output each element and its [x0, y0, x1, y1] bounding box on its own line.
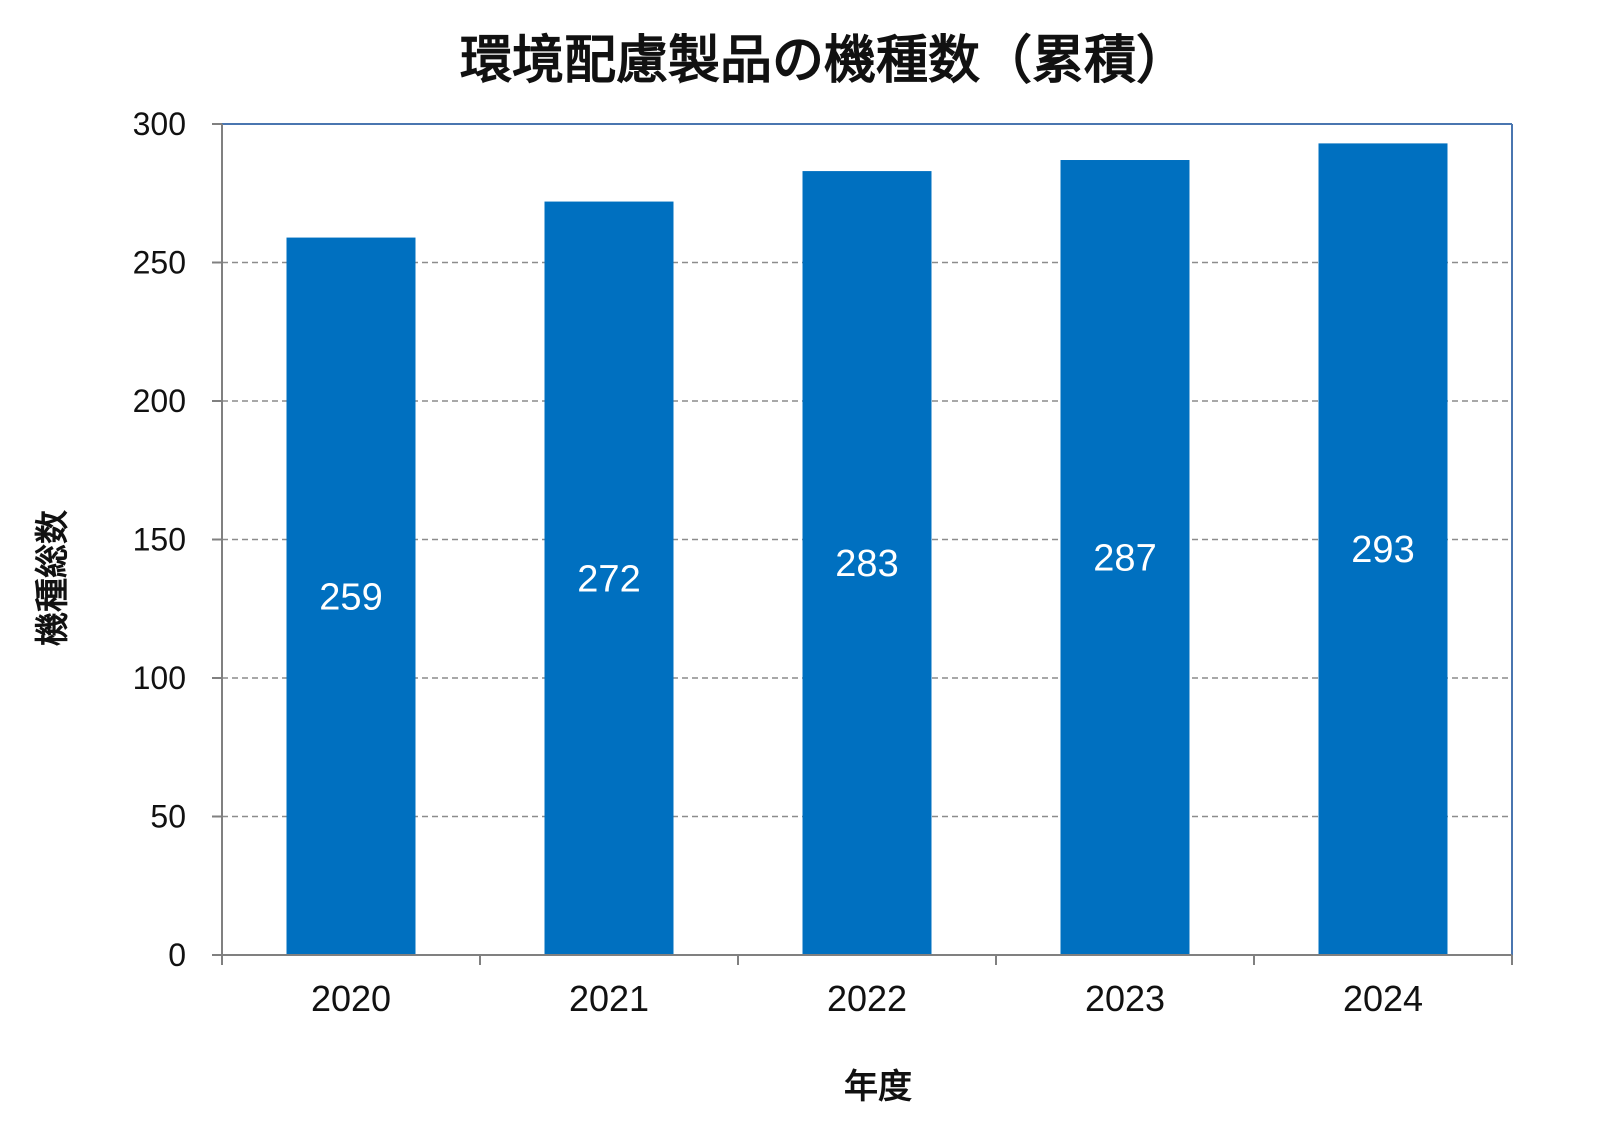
data-label: 259 — [319, 576, 382, 618]
data-label: 287 — [1093, 538, 1156, 580]
x-tick-label: 2023 — [1085, 978, 1165, 1019]
bar — [544, 201, 674, 955]
bar — [1318, 143, 1448, 955]
y-tick-label: 100 — [133, 660, 186, 696]
x-tick-label: 2021 — [569, 978, 649, 1019]
data-label: 283 — [835, 543, 898, 585]
chart-title: 環境配慮製品の機種数（累積） — [460, 31, 1188, 91]
x-tick-label: 2022 — [827, 978, 907, 1019]
y-axis-title: 機種総数 — [33, 510, 73, 646]
bar — [802, 171, 932, 956]
bar — [1060, 160, 1190, 955]
axes — [212, 123, 1513, 965]
y-tick-label: 300 — [133, 106, 186, 142]
y-tick-label: 250 — [133, 245, 186, 281]
data-label: 293 — [1351, 529, 1414, 571]
labels: 0 50 100 150 200 250 300 259 2020 272 2021 283 2022 2… — [133, 106, 1423, 1019]
y-tick-label: 0 — [168, 937, 186, 973]
y-tick-label: 50 — [150, 799, 186, 835]
y-tick-label: 150 — [133, 522, 186, 558]
x-axis-title: 年度 — [844, 1067, 912, 1107]
x-tick-label: 2024 — [1343, 978, 1423, 1019]
data-label: 272 — [577, 558, 640, 600]
x-tick-label: 2020 — [311, 978, 391, 1019]
bars — [286, 143, 1448, 956]
y-tick-label: 200 — [133, 383, 186, 419]
bar — [286, 237, 416, 955]
